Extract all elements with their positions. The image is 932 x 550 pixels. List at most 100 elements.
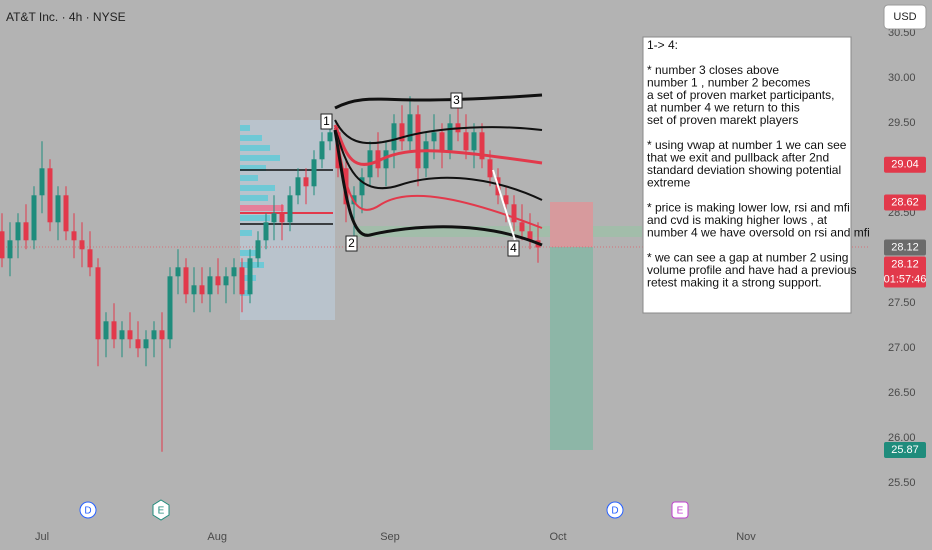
x-tick-label: Nov (736, 531, 756, 543)
marker-box (507, 240, 520, 257)
markers: 1 2 3 4 (320, 92, 520, 257)
profile-bar (240, 145, 270, 151)
candle-body (223, 276, 229, 286)
candle-body (311, 159, 317, 187)
candle-body (151, 330, 157, 340)
event-dividend[interactable] (79, 501, 97, 519)
annotation-box (642, 36, 852, 314)
candle-body (319, 141, 325, 160)
candle-body (103, 321, 109, 340)
y-tick-label: 26.00 (888, 432, 916, 444)
marker-box (345, 235, 358, 252)
annotation-line: and cvd is making higher lows , at (647, 213, 828, 227)
candle-body (111, 321, 117, 340)
candle-body (407, 114, 413, 142)
candle-body (327, 132, 333, 142)
candle-body (183, 267, 189, 295)
candle-body (479, 132, 485, 160)
annotation-line: that we exit and pullback after 2nd (647, 151, 829, 165)
candle-body (55, 195, 61, 223)
candle-body (399, 123, 405, 142)
price-label: 29.04 (891, 159, 919, 171)
x-tick-label: Jul (35, 531, 49, 543)
y-tick-label: 26.50 (888, 387, 916, 399)
candle-body (15, 222, 21, 241)
position-target-zone (550, 247, 593, 450)
candle-body (303, 177, 309, 187)
price-label-box (884, 194, 926, 211)
vwap-band (333, 129, 543, 247)
candle-body (415, 114, 421, 169)
candle-body (47, 168, 53, 223)
vwap-band (334, 119, 543, 145)
trend-line (492, 169, 516, 241)
candle-body (439, 132, 445, 151)
candle-body (175, 267, 181, 277)
y-tick-label: 25.50 (888, 477, 916, 489)
event-earnings[interactable] (671, 501, 689, 519)
annotation-line: number 1 , number 2 becomes (647, 76, 810, 90)
currency-button[interactable] (883, 4, 927, 30)
candle-body (159, 330, 165, 340)
candle-body (199, 285, 205, 295)
candle-body (119, 330, 125, 340)
price-label-box (884, 442, 926, 458)
profile-bar (240, 165, 266, 171)
vwap-band (334, 127, 543, 201)
candle-body (135, 339, 141, 349)
candle-body (95, 267, 101, 340)
profile-bar (240, 135, 262, 141)
candle-body (215, 276, 221, 286)
annotation-line: * number 3 closes above (647, 63, 779, 77)
candle-body (375, 150, 381, 169)
profile-bar (240, 195, 268, 201)
events[interactable]: D E D E (79, 499, 689, 521)
candle-body (71, 231, 77, 241)
candle-body (0, 231, 5, 259)
candle-body (463, 132, 469, 151)
y-tick-label: 27.50 (888, 297, 916, 309)
event-label[interactable]: D (84, 506, 91, 517)
price-label-box (884, 256, 926, 288)
profile-bar (240, 230, 252, 236)
annotation-line: at number 4 we return to this (647, 101, 800, 115)
annotation-line: retest making it a strong support. (647, 276, 822, 290)
candle-body (247, 258, 253, 295)
candle-body (207, 276, 213, 295)
price-label-box (884, 156, 926, 173)
profile-bar (240, 125, 250, 131)
candle-body (391, 123, 397, 151)
event-dividend[interactable] (606, 501, 624, 519)
marker-label: 3 (453, 93, 460, 107)
price-label: 28.12 (891, 241, 919, 253)
overlay-layer (333, 93, 543, 247)
x-tick-label: Sep (380, 531, 400, 543)
event-label[interactable]: E (677, 506, 684, 517)
candle-body (431, 132, 437, 142)
annotation-line: volume profile and have had a previous (647, 263, 856, 277)
currency-label[interactable]: USD (893, 11, 916, 23)
candle-body (487, 159, 493, 178)
x-tick-label: Oct (549, 531, 566, 543)
candle-body (23, 222, 29, 241)
price-label: 25.87 (891, 444, 919, 456)
annotation-line: * price is making lower low, rsi and mfi (647, 201, 850, 215)
candle-body (343, 168, 349, 205)
y-tick-label: 27.00 (888, 342, 916, 354)
event-label[interactable]: D (611, 506, 618, 517)
candle-body (255, 240, 261, 259)
annotation-line: * we can see a gap at number 2 using (647, 251, 848, 265)
annotation-line: number 4 we have oversold on rsi and mfi (647, 226, 870, 240)
event-earnings[interactable] (152, 499, 170, 521)
candle-body (503, 195, 509, 205)
candle-body (39, 168, 45, 196)
candle-body (87, 249, 93, 268)
event-label[interactable]: E (158, 506, 165, 517)
candle-body (263, 222, 269, 241)
candle-body (519, 222, 525, 232)
countdown: 01:57:46 (884, 273, 927, 285)
price-label: 28.62 (891, 196, 919, 208)
